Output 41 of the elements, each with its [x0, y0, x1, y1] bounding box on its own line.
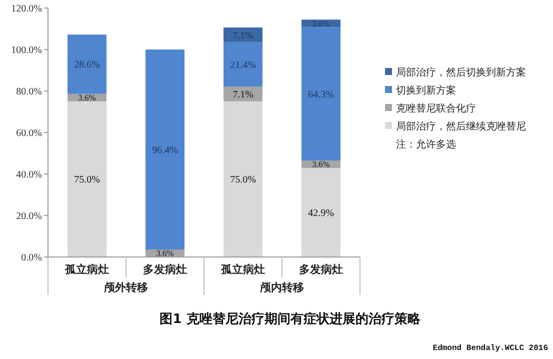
bar: [224, 86, 262, 102]
y-tick-label: 100.0%: [11, 45, 42, 56]
bar: [146, 50, 184, 250]
bar: [68, 34, 106, 94]
data-label: 3.6%: [312, 18, 330, 28]
text: 注：允许多选: [396, 138, 456, 150]
y-tick-label: 0.0%: [21, 252, 42, 264]
data-label: 7.1%: [232, 90, 254, 101]
bar: [224, 42, 262, 87]
data-label: 3.6%: [312, 159, 330, 170]
bar: [302, 27, 340, 161]
legend-label: 局部治疗，然后切换到新方案: [396, 66, 526, 78]
legend-label: 克唑替尼联合化疗: [396, 102, 476, 114]
y-tick-label: 40.0%: [16, 170, 42, 180]
y-tick-label: 60.0%: [16, 128, 42, 139]
text: 颅外转移: [103, 281, 148, 294]
data-label: 3.6%: [78, 92, 96, 103]
data-label: 75.0%: [74, 174, 100, 186]
text: 颅内转移: [259, 281, 304, 294]
y-tick-label: 80.0%: [16, 86, 42, 98]
data-label: 75.0%: [230, 174, 256, 186]
bar: [68, 101, 106, 257]
x-tick-label: 多发病灶: [143, 263, 187, 276]
legend-label: 局部治疗，然后继续克唑替尼: [396, 120, 526, 132]
x-tick-label: 孤立病灶: [220, 263, 265, 276]
data-label: 64.3%: [308, 89, 334, 100]
x-tick-label: 孤立病灶: [64, 263, 109, 276]
data-label: 21.4%: [230, 60, 256, 71]
text: 图1 克唑替尼治疗期间有症状进展的治疗策略: [160, 311, 422, 327]
x-tick-label: 多发病灶: [299, 263, 343, 276]
data-label: 96.4%: [152, 145, 178, 156]
legend-label: 切换到新方案: [396, 84, 456, 96]
bar: [224, 101, 262, 257]
y-tick-label: 120.0%: [11, 4, 42, 14]
data-label: 28.6%: [74, 60, 100, 71]
data-label: 3.6%: [156, 248, 174, 258]
text: Edmond Bendaly.WCLC 2016: [432, 344, 548, 353]
data-label: 7.1%: [232, 30, 254, 42]
data-label: 42.9%: [308, 208, 334, 219]
bar: [302, 168, 340, 257]
y-tick-label: 20.0%: [16, 211, 42, 222]
